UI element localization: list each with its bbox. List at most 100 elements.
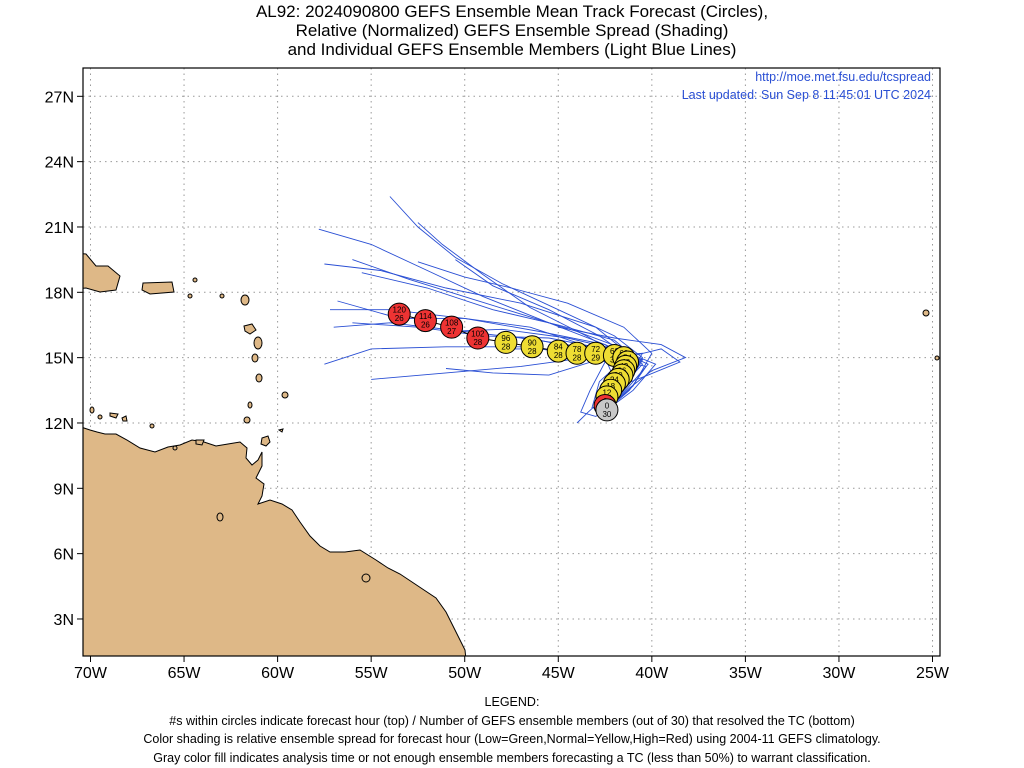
title-line-2: Relative (Normalized) GEFS Ensemble Spre…	[295, 21, 729, 40]
tobago-island	[277, 428, 284, 433]
track-point: 030	[595, 398, 619, 422]
small-island	[253, 336, 263, 350]
south-america-landmass	[83, 427, 467, 656]
latitude-labels: 27N 24N 21N 18N 15N 12N 9N 6N 3N	[45, 89, 74, 629]
lon-tick-label: 55W	[355, 665, 389, 682]
chart-title: AL92: 2024090800 GEFS Ensemble Mean Trac…	[0, 2, 1024, 59]
land-layer	[83, 253, 940, 656]
forecast-hour-label: 78	[573, 345, 582, 354]
forecast-hour-label: 12	[602, 388, 611, 397]
small-island	[251, 353, 259, 363]
lon-tick-label: 40W	[635, 665, 669, 682]
member-count-label: 26	[395, 314, 404, 323]
small-island	[361, 573, 371, 583]
puerto-rico-island	[141, 281, 175, 295]
member-count-label: 28	[554, 351, 563, 360]
member-count-label: 28	[501, 342, 510, 351]
small-island	[934, 355, 940, 361]
lon-tick-label: 35W	[729, 665, 763, 682]
forecast-hour-label: 84	[554, 343, 563, 352]
lon-tick-label: 65W	[168, 665, 202, 682]
forecast-hour-label: 114	[419, 312, 432, 321]
small-island	[922, 309, 930, 317]
title-line-1: AL92: 2024090800 GEFS Ensemble Mean Trac…	[255, 2, 769, 21]
small-island	[219, 293, 225, 299]
legend-line-3: Gray color fill indicates analysis time …	[153, 750, 871, 765]
lat-tick-label: 27N	[45, 89, 74, 106]
small-island	[187, 293, 193, 299]
lon-tick-label: 50W	[448, 665, 482, 682]
legend-line-1: #s within circles indicate forecast hour…	[169, 713, 855, 728]
track-circle	[387, 302, 411, 326]
forecast-hour-label: 102	[471, 330, 485, 339]
member-count-label: 28	[573, 353, 582, 362]
lon-tick-label: 30W	[823, 665, 857, 682]
forecast-hour-label: 0	[605, 401, 610, 410]
guadeloupe-island	[243, 323, 257, 335]
small-island	[192, 277, 198, 283]
small-island	[97, 414, 103, 420]
forecast-hour-label: 108	[445, 319, 459, 328]
track-circle	[413, 309, 437, 333]
forecast-hour-label: 96	[501, 334, 510, 343]
small-island	[281, 391, 289, 399]
lat-tick-label: 18N	[45, 285, 74, 302]
small-island	[240, 294, 250, 306]
margarita-island	[195, 439, 205, 446]
plot-frame	[82, 67, 941, 657]
lat-tick-label: 24N	[45, 155, 74, 172]
track-circle	[494, 330, 518, 354]
trinidad-island	[260, 435, 271, 447]
track-circle	[466, 326, 490, 350]
forecast-hour-label: 90	[528, 338, 537, 347]
title-line-3: and Individual GEFS Ensemble Members (Li…	[287, 40, 737, 59]
bonaire-island	[121, 415, 128, 422]
forecast-hour-label: 120	[393, 306, 407, 315]
axis-ticks	[77, 95, 934, 662]
hispaniola-island	[83, 253, 121, 293]
lat-tick-label: 15N	[45, 351, 74, 368]
lon-tick-label: 70W	[74, 665, 108, 682]
lat-tick-label: 3N	[54, 612, 74, 629]
member-count-label: 28	[473, 338, 482, 347]
small-island	[89, 406, 95, 414]
lon-tick-label: 25W	[916, 665, 950, 682]
member-count-label: 29	[591, 353, 600, 362]
legend-heading: LEGEND:	[484, 695, 540, 709]
small-island	[216, 512, 224, 522]
lat-tick-label: 12N	[45, 416, 74, 433]
source-url-link[interactable]: http://moe.met.fsu.edu/tcspread	[755, 70, 931, 84]
track-circle	[520, 335, 544, 359]
member-count-label: 27	[447, 327, 456, 336]
small-island	[255, 373, 263, 383]
track-circle	[440, 315, 464, 339]
small-island	[247, 401, 253, 409]
curacao-island	[109, 412, 119, 419]
forecast-hour-label: 72	[591, 345, 600, 354]
ensemble-member-line	[417, 261, 653, 411]
member-count-label: 30	[602, 410, 611, 419]
last-updated-text: Last updated: Sun Sep 8 11:45:01 UTC 202…	[682, 88, 931, 102]
member-count-label: 28	[528, 347, 537, 356]
legend: LEGEND: #s within circles indicate forec…	[0, 693, 1024, 767]
lon-tick-label: 45W	[542, 665, 576, 682]
lon-tick-label: 60W	[261, 665, 295, 682]
member-count-label: 26	[421, 321, 430, 330]
track-circle	[595, 398, 619, 422]
lat-tick-label: 21N	[45, 220, 74, 237]
ensemble-member-line	[558, 326, 687, 411]
small-island	[243, 416, 251, 424]
small-island	[172, 445, 178, 451]
legend-line-2: Color shading is relative ensemble sprea…	[143, 732, 881, 746]
longitude-labels: 70W 65W 60W 55W 50W 45W 40W 35W 30W 25W	[74, 665, 950, 682]
